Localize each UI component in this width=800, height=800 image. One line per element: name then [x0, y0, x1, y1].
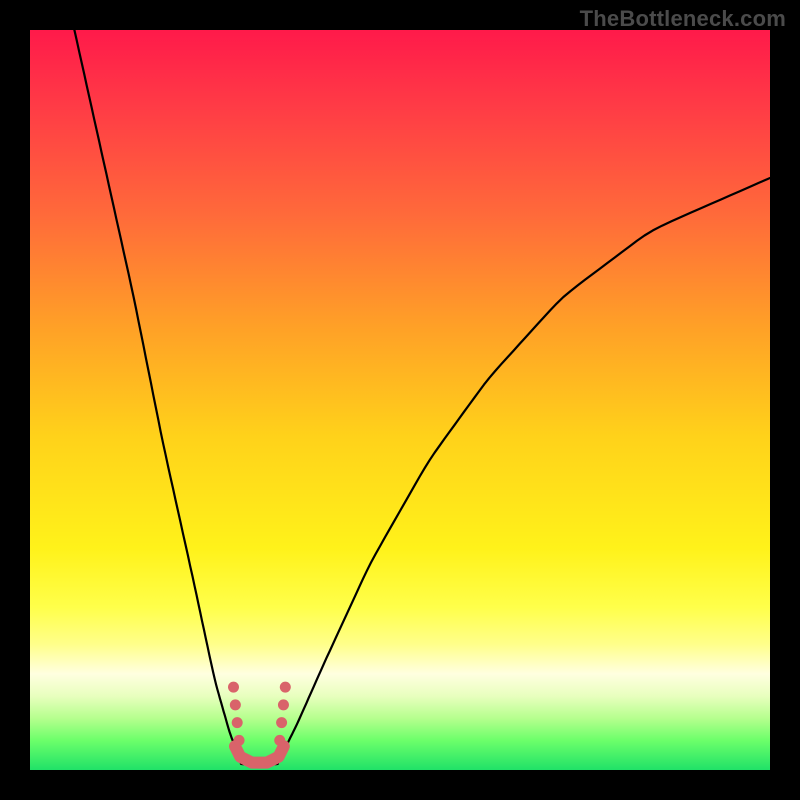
- plot-background: [30, 30, 770, 770]
- watermark-text: TheBottleneck.com: [580, 6, 786, 32]
- trough-dot: [228, 682, 239, 693]
- bottleneck-chart: [0, 0, 800, 800]
- trough-dot: [230, 699, 241, 710]
- trough-dot: [276, 717, 287, 728]
- trough-dot: [280, 682, 291, 693]
- chart-container: TheBottleneck.com: [0, 0, 800, 800]
- trough-dot: [274, 735, 285, 746]
- trough-dot: [232, 717, 243, 728]
- trough-dot: [278, 699, 289, 710]
- trough-dot: [234, 735, 245, 746]
